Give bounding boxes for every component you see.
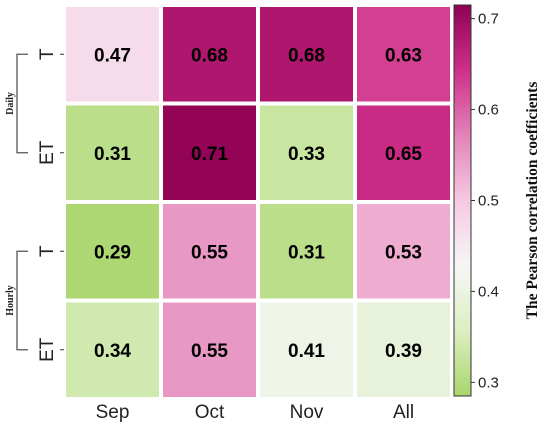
- x-tick-label: All: [393, 402, 414, 423]
- colorbar-title: The Pearson correlation coefficients: [524, 82, 541, 320]
- cell-value-label: 0.29: [94, 242, 131, 263]
- row-group-brackets: Daily Hourly: [5, 53, 28, 351]
- heatmap-cell: [163, 204, 256, 299]
- x-tick-label: Sep: [96, 402, 130, 423]
- y-axis: T ET T ET: [37, 48, 64, 362]
- cell-value-label: 0.68: [288, 45, 325, 66]
- x-tick-label: Nov: [290, 402, 324, 423]
- x-axis: Sep Oct Nov All: [96, 402, 414, 423]
- group-bracket: [16, 53, 28, 154]
- group-label: Daily: [5, 92, 16, 115]
- cell-value-label: 0.31: [288, 242, 325, 263]
- heatmap-cell: [357, 302, 450, 397]
- heatmap-cell: [163, 105, 256, 200]
- heatmap-cell: [260, 105, 353, 200]
- cell-value-label: 0.55: [191, 242, 228, 263]
- cell-value-label: 0.55: [191, 341, 228, 362]
- cell-value-label: 0.47: [94, 45, 131, 66]
- heatmap-cell: [357, 105, 450, 200]
- heatmap-cell: [357, 204, 450, 299]
- colorbar-tick-label: 0.3: [478, 374, 499, 391]
- y-tick-label: T: [37, 48, 58, 60]
- heatmap-cell: [260, 204, 353, 299]
- cell-value-label: 0.68: [191, 45, 228, 66]
- heatmap-cells: 0.47 0.68 0.68 0.63 0.31 0.71 0.33 0.65 0.29 0.55…: [66, 7, 450, 397]
- cell-value-label: 0.41: [288, 341, 325, 362]
- heatmap-cell: [260, 7, 353, 102]
- heatmap-cell: [66, 204, 159, 299]
- heatmap-cell: [163, 7, 256, 102]
- colorbar-gradient: [453, 4, 472, 397]
- x-tick-label: Oct: [195, 402, 225, 423]
- cell-value-label: 0.53: [385, 242, 422, 263]
- cell-value-label: 0.33: [288, 144, 325, 165]
- cell-value-label: 0.34: [94, 341, 131, 362]
- group-label: Hourly: [5, 285, 16, 316]
- heatmap-cell: [260, 302, 353, 397]
- group-bracket: [16, 250, 28, 351]
- heatmap-cell: [163, 302, 256, 397]
- heatmap-cell: [357, 7, 450, 102]
- cell-value-label: 0.71: [191, 144, 228, 165]
- y-tick-label: ET: [37, 140, 58, 165]
- cell-value-label: 0.39: [385, 341, 422, 362]
- colorbar-tick-label: 0.4: [478, 283, 499, 300]
- colorbar-tick-label: 0.6: [478, 102, 499, 119]
- colorbar-tick-label: 0.7: [478, 11, 499, 28]
- cell-value-label: 0.31: [94, 144, 131, 165]
- cell-value-label: 0.63: [385, 45, 422, 66]
- colorbar: 0.3 0.4 0.5 0.6 0.7 The Pearson correlation c…: [453, 4, 541, 397]
- colorbar-tick-label: 0.5: [478, 193, 499, 210]
- y-tick-label: ET: [37, 337, 58, 362]
- heatmap-cell: [66, 302, 159, 397]
- heatmap-cell: [66, 105, 159, 200]
- y-tick-label: T: [37, 245, 58, 257]
- cell-value-label: 0.65: [385, 144, 422, 165]
- heatmap-cell: [66, 7, 159, 102]
